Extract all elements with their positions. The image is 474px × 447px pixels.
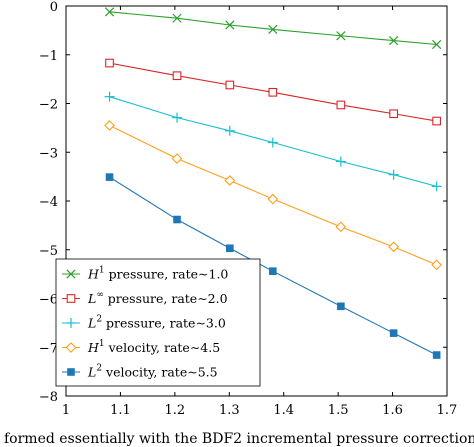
legend-marker [66,318,76,328]
series-5-point [337,302,345,311]
legend-item-2: L∞ pressure, rate∼2.0 [62,290,228,306]
series-4-point [335,221,347,233]
y-tick-label: −4 [39,195,58,210]
series-5-point [173,215,181,224]
plot-area [104,7,443,359]
series-2-point [336,100,346,110]
series-4-point [104,120,115,131]
series-2-point [432,116,442,126]
series-5-point [105,173,114,181]
series-5-point [226,244,234,253]
series-2-point [268,87,278,97]
legend-marker [66,294,76,303]
legend-label: H1 pressure, rate∼1.0 [87,266,228,282]
series-2-point [225,80,235,90]
series-1 [104,7,442,50]
series-4-point [267,193,279,205]
series-1-point [336,31,346,41]
series-2-point [172,71,182,81]
axes: 1 1.1 1.2 1.3 1.4 1.5 1.6 1.7 0 −1 −2 −3 −4 −5 −6 −7 −8 [39,0,458,418]
x-tick-label: 1.7 [437,403,458,418]
y-tick-label: −5 [39,244,58,259]
x-tick-label: 1.2 [165,403,186,418]
x-tick-label: 1.4 [273,403,294,418]
series-4-point [388,241,400,253]
y-tick-label: 0 [50,0,58,15]
series-5 [105,173,441,359]
legend-marker [66,269,76,279]
legend-item-4: H1 velocity, rate∼4.5 [62,339,220,355]
legend-label: L2 pressure, rate∼3.0 [87,315,226,331]
legend-marker [65,342,77,353]
legend-label: L∞ pressure, rate∼2.0 [87,290,228,306]
y-tick-label: −8 [39,390,58,405]
y-tick-label: −1 [39,49,58,64]
y-tick-label: −3 [39,146,58,161]
y-tick-label: −6 [39,293,58,308]
series-1-point [225,20,235,30]
series-3-point [431,181,442,192]
series-3-point [104,91,115,102]
series-5-point [269,267,277,275]
legend: H1 pressure, rate∼1.0 L∞ pressure, rate∼2… [55,258,261,387]
x-tick-label: 1.6 [382,403,403,418]
series-1-point [172,13,182,23]
legend-box [55,258,261,387]
x-tick-label: 1 [62,403,70,418]
series-1-point [104,7,115,17]
series-1-point [389,35,399,46]
series-2-point [105,58,114,68]
series-3-point [388,169,399,180]
series-2-point [389,109,399,119]
x-tick-label: 1.1 [110,403,131,418]
series-4-point [431,259,443,271]
legend-label: H1 velocity, rate∼4.5 [87,339,220,355]
legend-item-1: H1 pressure, rate∼1.0 [62,266,228,282]
series-1-line [109,11,437,46]
series-4 [104,120,443,271]
figure-caption: formed essentially with the BDF2 increme… [4,431,474,447]
series-4-point [171,153,183,164]
x-tick-label: 1.3 [219,403,240,418]
series-3-point [335,156,346,167]
series-5-point [389,329,398,337]
series-1-point [268,24,278,35]
y-tick-label: −7 [39,341,58,356]
legend-item-5: L2 velocity, rate∼5.5 [62,364,218,380]
series-3-point [172,112,183,123]
series-3-point [224,125,235,136]
series-1-point [432,39,442,50]
legend-item-3: L2 pressure, rate∼3.0 [62,315,226,331]
series-5-point [432,351,441,359]
series-2 [105,58,442,126]
y-tick-label: −2 [39,98,58,113]
x-tick-label: 1.5 [328,403,349,418]
legend-label: L2 velocity, rate∼5.5 [87,364,218,380]
series-3-point [267,137,278,148]
legend-marker [67,368,75,376]
series-3 [104,91,442,192]
series-4-point [224,175,236,186]
